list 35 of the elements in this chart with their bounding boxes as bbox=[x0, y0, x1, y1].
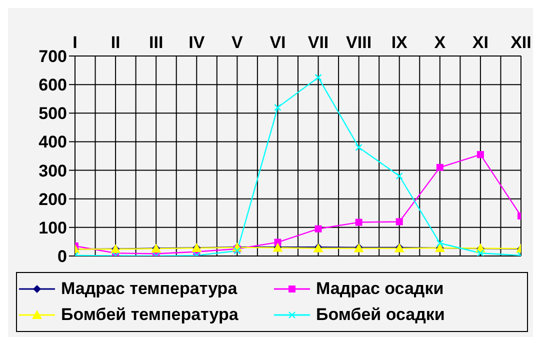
y-tick-label: 100 bbox=[38, 218, 67, 238]
x-tick-label: XII bbox=[510, 33, 532, 52]
point bbox=[355, 218, 362, 226]
legend-label: Бомбей температура bbox=[61, 305, 238, 325]
point bbox=[476, 151, 484, 158]
point bbox=[355, 144, 362, 152]
point bbox=[436, 164, 444, 171]
y-tick-label: 400 bbox=[38, 132, 67, 152]
y-tick-label: 0 bbox=[58, 247, 67, 266]
legend-label: Мадрас осадки bbox=[316, 279, 444, 299]
x-tick-label: I bbox=[72, 33, 78, 52]
x-tick-label: IV bbox=[188, 33, 206, 52]
y-tick-label: 700 bbox=[38, 47, 67, 66]
y-tick-label: 600 bbox=[38, 76, 67, 95]
x-tick-label: V bbox=[232, 33, 244, 52]
point bbox=[396, 218, 403, 226]
x-tick-label: IX bbox=[391, 33, 408, 52]
x-tick-label: II bbox=[110, 33, 120, 52]
y-tick-label: 500 bbox=[38, 104, 67, 124]
x-tick-label: XI bbox=[472, 33, 488, 52]
legend-label: Мадрас температура bbox=[61, 279, 238, 299]
x-tick-label: III bbox=[149, 33, 164, 52]
point bbox=[314, 74, 322, 82]
x-tick-label: VIII bbox=[346, 33, 372, 52]
point bbox=[274, 104, 282, 112]
x-tick-label: VI bbox=[270, 33, 286, 52]
point bbox=[396, 172, 403, 180]
point bbox=[314, 225, 322, 232]
point bbox=[476, 250, 484, 256]
y-tick-label: 200 bbox=[38, 190, 67, 209]
y-tick-label: 300 bbox=[38, 161, 67, 180]
x-tick-label: X bbox=[434, 33, 446, 52]
x-tick-label: VII bbox=[308, 33, 329, 52]
point bbox=[436, 240, 444, 247]
legend-label: Бомбей осадки bbox=[316, 305, 445, 325]
